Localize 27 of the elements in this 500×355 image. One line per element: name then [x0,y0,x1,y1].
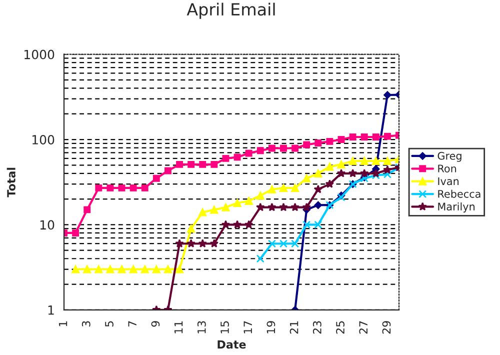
y-tick-label: 100 [32,134,54,144]
y-tick-label: 1 [48,306,54,315]
x-tick-label: 27 [359,321,368,334]
x-tick-label: 25 [336,321,344,334]
x-tick-label: 13 [197,321,206,334]
legend-label: Ron [438,164,456,172]
y-tick-label: 10 [40,220,54,230]
x-tick-label: 23 [312,321,322,334]
x-tick-label: 29 [382,321,391,334]
legend-label: Rebecca [438,190,480,198]
legend-label: Greg [438,152,462,162]
x-tick-label: 19 [266,321,276,334]
legend-label: Ivan [438,177,459,186]
y-axis-title: Total [6,168,16,198]
x-tick-label: 5 [105,321,114,327]
x-tick-label: 21 [290,321,298,334]
x-tick-label: 11 [174,321,183,334]
chart-title: April Email [186,2,275,19]
x-axis-title: Date [218,340,246,349]
x-tick-label: 1 [58,321,68,326]
x-tick-label: 9 [151,321,160,327]
x-tick-label: 7 [128,321,136,326]
x-tick-label: 17 [244,321,252,334]
x-tick-label: 3 [82,321,90,327]
legend-label: Marilyn [438,202,474,213]
x-tick-label: 15 [220,321,229,334]
y-tick-label: 1000 [24,50,54,60]
